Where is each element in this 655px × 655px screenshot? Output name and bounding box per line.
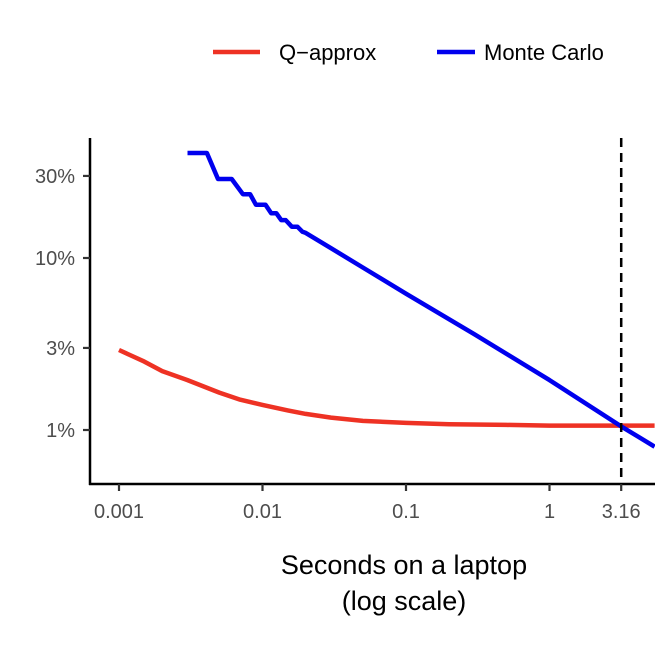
y-tick-label: 10% [35, 248, 75, 270]
series-line-monte-carlo [187, 150, 655, 449]
x-tick-label: 0.001 [94, 501, 144, 523]
legend-label-q-approx: Q−approx [279, 40, 376, 65]
x-axis-title-line2: (log scale) [342, 586, 467, 616]
y-tick-label: 3% [46, 338, 75, 360]
y-tick-label: 30% [35, 166, 75, 188]
x-tick-label: 1 [544, 501, 555, 523]
x-axis-title-line1: Seconds on a laptop [281, 550, 527, 580]
legend: Q−approx Monte Carlo [213, 40, 604, 65]
x-tick-label: 0.01 [243, 501, 282, 523]
series-line-q-approx [118, 347, 655, 428]
x-tick-label: 0.1 [392, 501, 420, 523]
x-tick-label: 3.16 [602, 501, 641, 523]
legend-label-monte-carlo: Monte Carlo [484, 40, 604, 65]
y-tick-label: 1% [46, 420, 75, 442]
